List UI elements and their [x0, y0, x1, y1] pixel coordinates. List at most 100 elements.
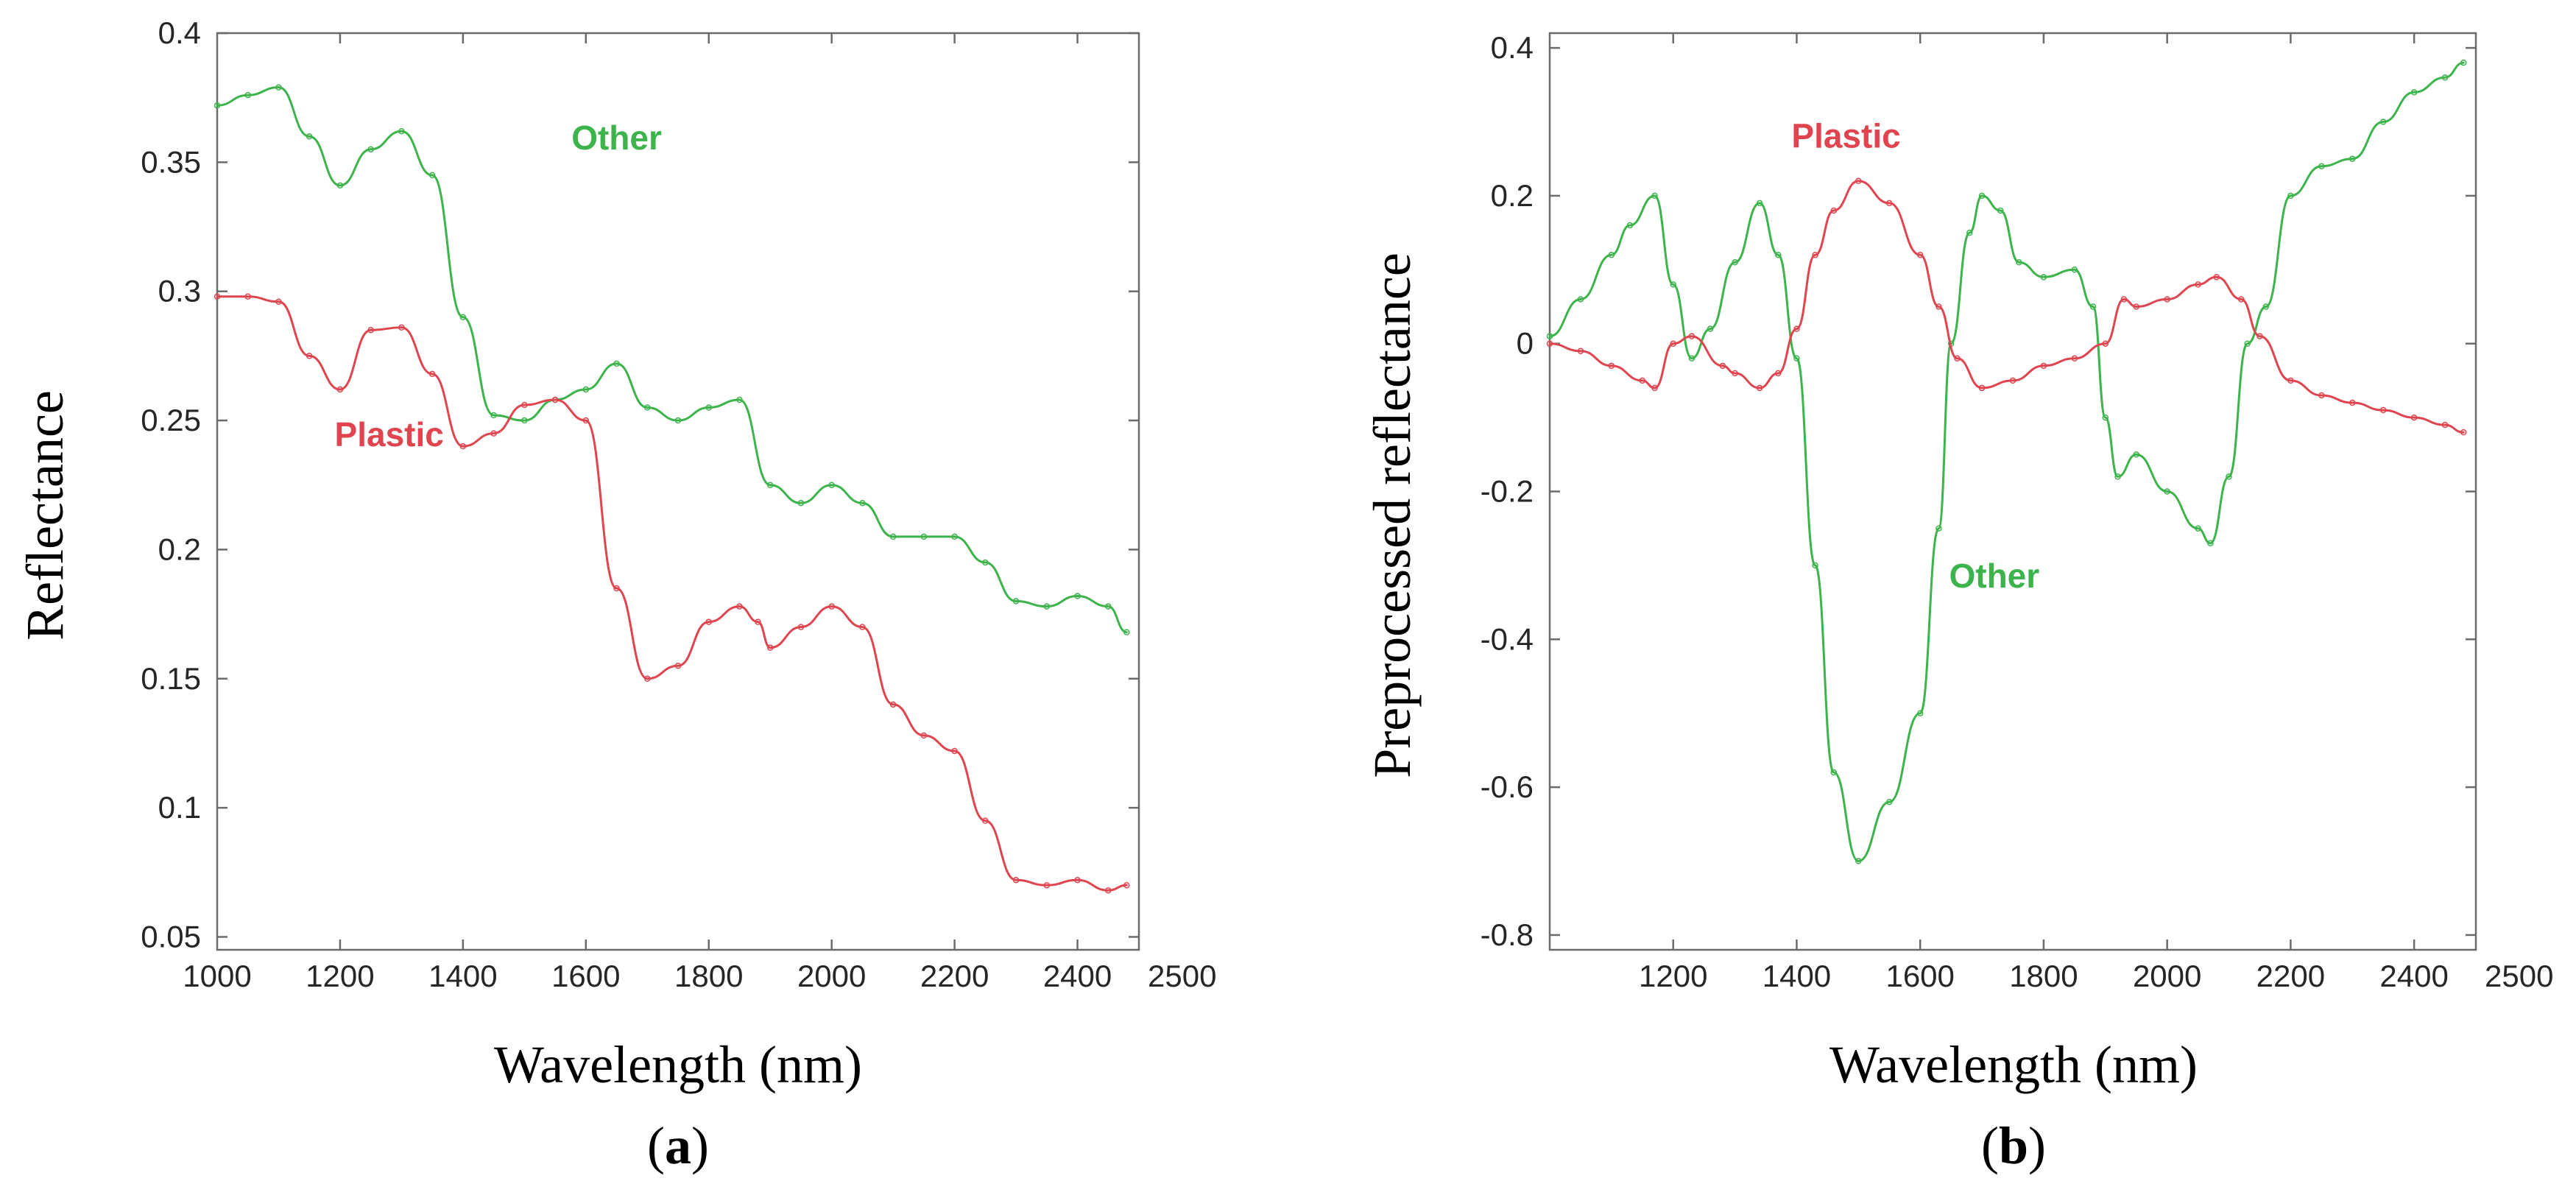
panel-b-series-plastic-point [2071, 355, 2078, 362]
panel-a-series-other-point [674, 417, 682, 424]
panel-a-series-other-point [521, 417, 528, 424]
panel-b-series-other-point [1670, 281, 1676, 288]
panel-a-series-other-point [214, 102, 221, 109]
panel-a-series-other-point [705, 404, 712, 411]
panel-b-series-other-point [1546, 333, 1553, 339]
panel-a-series-plastic-point [214, 293, 221, 300]
panel-b-series-plastic-point [2102, 340, 2109, 347]
panel-a-series-other-point [582, 386, 590, 393]
panel-b-series-other-point [2226, 473, 2232, 480]
panel-a-series-plastic-point [674, 662, 682, 669]
panel-b-series-other-point [1855, 858, 1862, 864]
panel-b-series-other-point [1756, 200, 1763, 207]
panel-a-series-plastic-point [920, 732, 928, 739]
panel-b-series-other-point [1978, 192, 1986, 200]
panel-a-series-other-point [428, 172, 436, 179]
panel-a-x-tick-label: 1200 [306, 959, 374, 993]
panel-b-y-axis-title: Preprocessed reflectance [1363, 253, 1422, 778]
panel-b-y-tick-label: -0.6 [1481, 769, 1534, 804]
panel-b-series-other-point [2040, 274, 2047, 281]
panel-a-series-plastic-point [551, 396, 559, 403]
panel-b-series-plastic-point [1546, 340, 1553, 347]
panel-b-series-other-point [1886, 798, 1893, 805]
panel-a-y-tick-label: 0.25 [141, 403, 201, 437]
panel-a-x-tick-label: 2400 [1043, 959, 1112, 993]
panel-a-series-plastic-point [755, 618, 761, 625]
panel-a-series-plastic-point [859, 624, 866, 630]
panel-a-series-other-point [766, 482, 774, 488]
panel-a-caption: (a) [647, 1116, 709, 1175]
panel-a-series-plastic-point [1043, 882, 1051, 889]
panel-b-series-plastic-point [1830, 207, 1838, 214]
panel-b-x-axis-title: Wavelength (nm) [1829, 1035, 2198, 1094]
panel-a-series-other-point [244, 91, 251, 99]
panel-b-series-other-point [2102, 414, 2109, 421]
panel-b-x-tick-label: 1800 [2009, 959, 2078, 993]
panel-b-series-plastic-point [1651, 384, 1658, 392]
panel-a-series-plastic-point [766, 644, 774, 651]
panel-a-x-tick-label: 1000 [183, 959, 251, 993]
panel-b-series-plastic-point [2120, 296, 2128, 303]
panel-b-series-plastic-point [1935, 303, 1942, 310]
panel-a-series-other-point [1012, 598, 1020, 604]
panel-b-series-other-point [1626, 222, 1634, 229]
panel-a-series-plastic-point [982, 817, 989, 824]
panel-b-series-other-label: Other [1949, 557, 2039, 595]
panel-a-x-tick-label: 2000 [797, 959, 866, 993]
panel-a-x-tick-label: 1600 [551, 959, 620, 993]
panel-a-series-plastic-point [736, 603, 743, 610]
panel-b-series-plastic-point [2164, 296, 2170, 303]
panel-a-chart: 0.05 0.1 0.15 0.2 0.25 0.3 0.35 0.4 1000 1200 140… [15, 15, 1216, 1175]
panel-a-plot-frame [216, 32, 1140, 951]
panel-b-series-other-point [1651, 192, 1658, 200]
panel-b-x-tick-label: 1200 [1639, 959, 1707, 993]
panel-b-x-tick-label: 1600 [1885, 959, 1954, 993]
panel-b-series-plastic-point [2256, 333, 2263, 339]
panel-a-series-plastic-point [1074, 877, 1081, 884]
panel-a-series-plastic-point [428, 370, 436, 378]
panel-b-series-plastic-point [2009, 377, 2016, 384]
panel-b-series-plastic-point [1954, 355, 1961, 362]
panel-a-series-plastic-label: Plastic [335, 415, 444, 454]
panel-b-series-plastic-point [1608, 362, 1615, 370]
panel-a-series-other-point [490, 412, 497, 419]
panel-a-series-plastic-point [336, 386, 344, 393]
panel-b-series-other-point [1935, 525, 1942, 532]
panel-a-series-plastic-point [459, 443, 467, 450]
panel-b-y-tick-label: -0.4 [1481, 621, 1534, 656]
panel-b-series-plastic-point [2349, 399, 2356, 406]
panel-b-x-tick-label: 2000 [2133, 959, 2201, 993]
panel-a-series-plastic-point [306, 353, 313, 359]
panel-b-series-plastic-point [1719, 362, 1726, 370]
panel-b-series-plastic-point [1688, 333, 1695, 339]
panel-a-series: Other Plastic [214, 84, 1130, 894]
panel-a-series-plastic-point [1105, 887, 1112, 894]
panel-a-series-other-point [275, 84, 282, 91]
panel-a-series-plastic-point [1012, 877, 1020, 884]
panel-a-series-other-point [951, 533, 958, 540]
panel-b-series-other-point [1966, 229, 1973, 236]
panel-b-series-other-point [2441, 74, 2449, 81]
panel-b-series-other-line [1548, 61, 2465, 862]
panel-b-y-tick-label: -0.2 [1481, 474, 1534, 509]
panel-b-series-other-point [2410, 89, 2418, 96]
panel-b-series-plastic-point [1916, 251, 1924, 258]
panel-a-series-plastic-point [797, 624, 805, 630]
panel-a-x-tick-label: 1800 [674, 959, 743, 993]
panel-b-series-plastic-point [1775, 370, 1782, 377]
panel-a-series-other-point [459, 314, 467, 321]
panel-b-series-other-point [2089, 303, 2097, 310]
panel-b-series-other-point [2016, 259, 2022, 266]
panel-a-series-plastic-point [582, 417, 590, 424]
panel-b-series-other-point [1812, 562, 1818, 569]
panel-a-series-plastic-point [275, 298, 282, 305]
panel-a-series-other-point [613, 360, 620, 367]
panel-b-series-plastic-point [1732, 370, 1738, 377]
panel-b-chart: -0.8 -0.6 -0.4 -0.2 0 0.2 0.4 1200 1400 1600 1800… [1363, 30, 2553, 1175]
panel-b-series-plastic-point [2133, 303, 2139, 310]
panel-b-series-other-point [2349, 155, 2356, 162]
panel-b-series-other-point [2207, 540, 2214, 547]
panel-b-caption-letter: b [1999, 1116, 2028, 1175]
panel-b-series-plastic-point [1577, 348, 1584, 354]
